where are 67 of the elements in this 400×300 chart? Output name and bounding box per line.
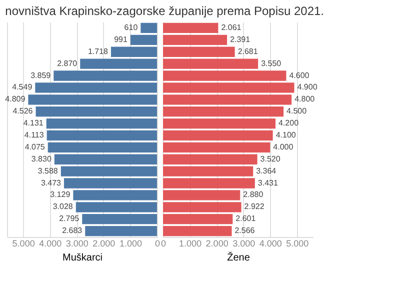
data-label: 3.550 <box>261 58 282 68</box>
data-label: 610 <box>124 22 138 32</box>
data-label: 2.880 <box>243 190 264 200</box>
data-label: 4.075 <box>24 142 46 152</box>
bar <box>82 214 157 224</box>
bar <box>163 142 270 152</box>
data-label: 2.681 <box>238 46 258 56</box>
data-label: 3.364 <box>256 166 277 176</box>
x-tick-label: 0 <box>154 238 160 248</box>
bar <box>163 118 276 129</box>
data-label: 3.129 <box>50 190 71 200</box>
data-label: 2.795 <box>59 214 80 224</box>
data-label: 3.520 <box>260 154 281 164</box>
data-label: 4.526 <box>12 106 34 116</box>
data-label: 4.549 <box>12 82 33 92</box>
data-label: 4.500 <box>286 106 308 116</box>
x-axis-title: Muškarci <box>62 252 103 264</box>
data-label: 2.870 <box>57 58 78 68</box>
bar <box>163 226 232 236</box>
bar <box>46 130 157 141</box>
x-tick-label: 4.000 <box>39 238 62 248</box>
data-label: 4.131 <box>23 118 44 128</box>
data-label: 2.601 <box>236 214 256 224</box>
data-label: 1.718 <box>88 46 109 56</box>
data-label: 3.588 <box>38 166 58 176</box>
x-tick-label: 5.000 <box>12 238 35 248</box>
data-label: 2.566 <box>234 226 256 236</box>
data-label: 991 <box>114 34 128 44</box>
x-tick-label: 3.000 <box>66 238 88 248</box>
data-label: 4.809 <box>5 94 26 104</box>
data-label: 3.830 <box>31 154 52 164</box>
x-tick-label: 0 <box>160 238 166 248</box>
bar <box>48 142 157 152</box>
data-label: 3.028 <box>52 202 74 212</box>
x-tick-label: 2.000 <box>206 238 228 248</box>
data-label: 4.000 <box>273 142 294 152</box>
x-tick-label: 4.000 <box>259 238 282 248</box>
data-label: 2.922 <box>244 202 265 212</box>
bar <box>163 214 233 224</box>
data-label: 4.600 <box>289 70 310 80</box>
data-label: 4.113 <box>24 130 44 140</box>
data-label: 2.391 <box>230 34 251 44</box>
bar <box>130 34 157 45</box>
bar <box>163 130 273 141</box>
x-tick-label: 1.000 <box>179 238 202 248</box>
x-tick-label: 5.000 <box>286 238 309 248</box>
chart-title: novništva Krapinsko-zagorske županije prema Popisu 2021. <box>5 4 324 18</box>
data-label: 3.431 <box>258 178 278 188</box>
data-label: 4.800 <box>294 94 316 104</box>
x-axis-title: Žene <box>227 252 250 264</box>
bar <box>163 106 284 117</box>
bar <box>163 34 228 45</box>
bar <box>36 106 157 117</box>
data-label: 3.473 <box>40 178 62 188</box>
data-label: 3.859 <box>30 70 52 80</box>
bar <box>140 22 157 34</box>
x-tick-label: 2.000 <box>92 238 116 248</box>
bar <box>163 22 218 34</box>
data-label: 2.061 <box>221 22 242 32</box>
data-label: 4.100 <box>276 130 296 140</box>
x-tick-label: 1.000 <box>119 238 142 248</box>
data-label: 2.683 <box>62 226 83 236</box>
x-tick-label: 3.000 <box>232 238 256 248</box>
bar <box>46 118 157 129</box>
data-label: 4.200 <box>278 118 300 128</box>
data-label: 4.900 <box>297 82 318 92</box>
bar <box>85 226 157 236</box>
